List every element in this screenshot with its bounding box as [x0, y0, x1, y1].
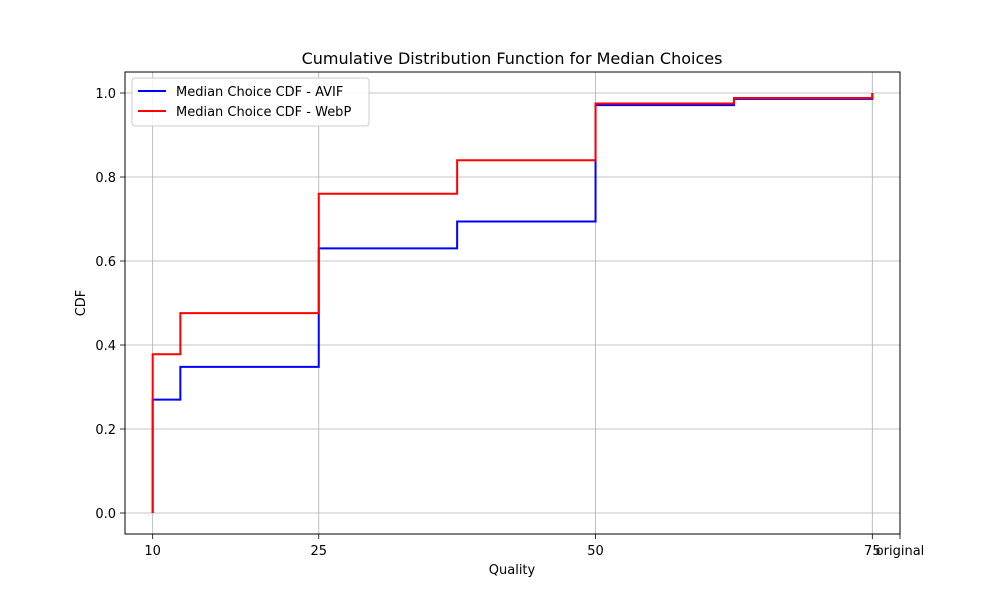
- x-tick-label: original: [876, 544, 925, 559]
- x-tick-label: 50: [587, 544, 604, 559]
- y-axis-label: CDF: [74, 290, 89, 317]
- y-axis-ticks: 0.0 0.2 0.4 0.6 0.8 1.0: [95, 87, 125, 522]
- legend: Median Choice CDF - AVIF Median Choice C…: [131, 77, 370, 127]
- legend-label-avif: Median Choice CDF - AVIF: [176, 85, 343, 100]
- y-tick-label: 0.6: [95, 255, 116, 270]
- y-tick-label: 1.0: [95, 87, 116, 102]
- series-line-median-choice-cdf-avif: [151, 93, 874, 513]
- plot-frame: [124, 71, 901, 535]
- x-axis-label: Quality: [489, 563, 536, 578]
- chart-title: Cumulative Distribution Function for Med…: [302, 49, 723, 68]
- grid: [125, 72, 901, 534]
- y-tick-label: 0.0: [95, 507, 116, 522]
- legend-label-webp: Median Choice CDF - WebP: [176, 105, 351, 120]
- x-tick-label: 25: [310, 544, 327, 559]
- series-lines: [151, 93, 874, 513]
- x-tick-label: 10: [144, 544, 161, 559]
- y-tick-label: 0.4: [95, 339, 116, 354]
- y-tick-label: 0.8: [95, 171, 116, 186]
- y-tick-label: 0.2: [95, 423, 116, 438]
- x-tick-label: 75: [864, 544, 881, 559]
- series-line-median-choice-cdf-webp: [151, 93, 874, 513]
- legend-box: [131, 77, 370, 127]
